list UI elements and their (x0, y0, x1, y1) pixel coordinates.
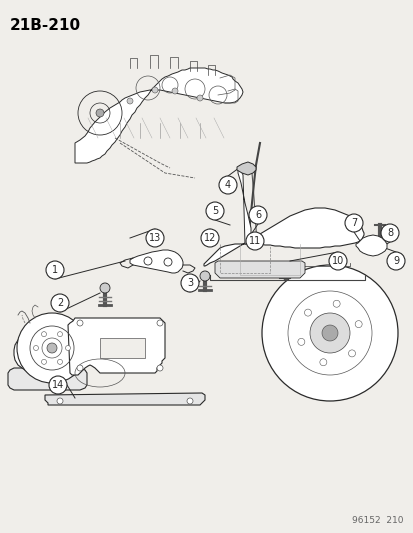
Polygon shape (355, 235, 386, 256)
Circle shape (100, 283, 110, 293)
Circle shape (171, 88, 178, 94)
Circle shape (33, 345, 38, 351)
Circle shape (348, 350, 355, 357)
Circle shape (248, 206, 266, 224)
Circle shape (49, 376, 67, 394)
Polygon shape (14, 330, 72, 373)
Circle shape (57, 359, 62, 365)
Circle shape (96, 109, 104, 117)
Text: 96152  210: 96152 210 (351, 516, 403, 525)
Circle shape (41, 332, 46, 337)
Text: 7: 7 (350, 218, 356, 228)
Circle shape (46, 261, 64, 279)
Circle shape (65, 345, 70, 351)
Circle shape (245, 232, 263, 250)
Circle shape (201, 229, 218, 247)
Circle shape (157, 365, 163, 371)
Polygon shape (130, 250, 183, 273)
Polygon shape (204, 208, 363, 266)
Polygon shape (237, 170, 250, 244)
Text: 6: 6 (254, 210, 261, 220)
Text: 11: 11 (248, 236, 261, 246)
Circle shape (146, 229, 164, 247)
Circle shape (77, 320, 83, 326)
Circle shape (187, 398, 192, 404)
Circle shape (309, 313, 349, 353)
Circle shape (127, 98, 133, 104)
Text: 14: 14 (52, 380, 64, 390)
Circle shape (304, 309, 311, 316)
Polygon shape (214, 261, 304, 278)
Text: 12: 12 (203, 233, 216, 243)
Circle shape (157, 320, 163, 326)
Circle shape (218, 176, 236, 194)
Circle shape (152, 87, 158, 93)
Circle shape (206, 202, 223, 220)
Circle shape (319, 359, 326, 366)
Circle shape (17, 313, 87, 383)
Circle shape (47, 343, 57, 353)
Polygon shape (236, 162, 255, 175)
Text: 5: 5 (211, 206, 218, 216)
Polygon shape (68, 318, 165, 375)
Text: 3: 3 (187, 278, 192, 288)
Text: 4: 4 (224, 180, 230, 190)
Circle shape (197, 95, 202, 101)
Text: 2: 2 (57, 298, 63, 308)
Circle shape (199, 271, 209, 281)
Circle shape (51, 294, 69, 312)
Circle shape (332, 300, 339, 307)
Text: 8: 8 (386, 228, 392, 238)
Circle shape (77, 365, 83, 371)
Circle shape (41, 359, 46, 365)
Text: 21B-210: 21B-210 (10, 18, 81, 33)
Polygon shape (45, 393, 204, 405)
Circle shape (297, 338, 304, 345)
Text: 13: 13 (149, 233, 161, 243)
Circle shape (328, 252, 346, 270)
Circle shape (180, 274, 199, 292)
Circle shape (261, 265, 397, 401)
Circle shape (321, 325, 337, 341)
Polygon shape (8, 368, 87, 390)
Text: 10: 10 (331, 256, 343, 266)
Text: 9: 9 (392, 256, 398, 266)
Circle shape (57, 398, 63, 404)
Polygon shape (100, 338, 145, 358)
Circle shape (57, 332, 62, 337)
Polygon shape (75, 68, 242, 163)
Circle shape (354, 321, 361, 328)
Circle shape (380, 224, 398, 242)
Circle shape (386, 252, 404, 270)
Circle shape (344, 214, 362, 232)
Text: 1: 1 (52, 265, 58, 275)
